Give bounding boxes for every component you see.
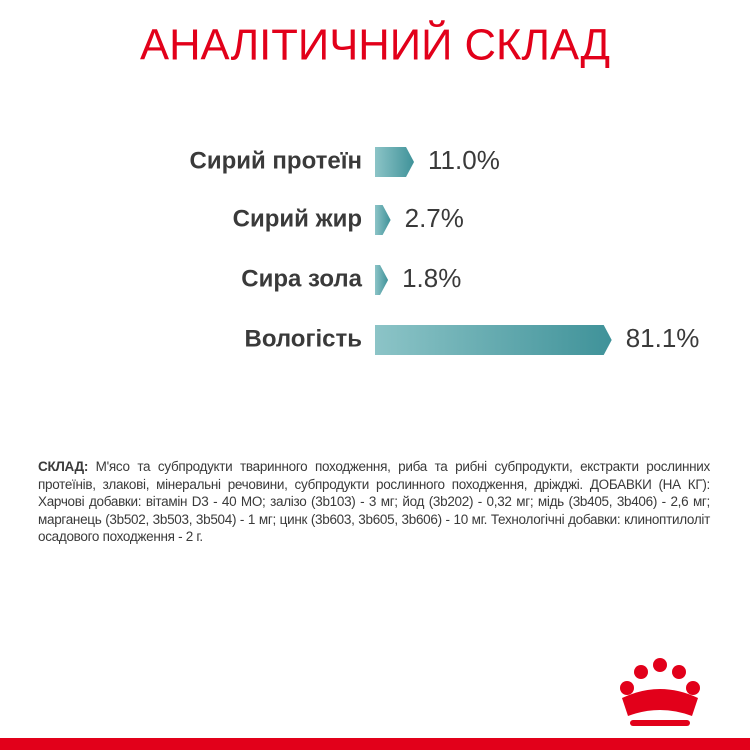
value-label: 81.1% [626, 323, 700, 353]
category-label: Сирий протеїн [190, 147, 363, 174]
footer-band [0, 738, 750, 750]
value-label: 2.7% [405, 203, 464, 233]
category-label: Вологість [244, 325, 362, 352]
value-label: 11.0% [428, 145, 500, 175]
bar [375, 265, 389, 295]
composition: СКЛАД: М'ясо та субпродукти тваринного п… [38, 458, 710, 546]
bar [375, 205, 391, 235]
value-label: 1.8% [402, 263, 461, 293]
category-label: Сирий жир [233, 205, 362, 232]
bar [375, 147, 415, 177]
logo [620, 658, 700, 726]
bar [375, 325, 612, 355]
composition-text: М'ясо та субпродукти тваринного походжен… [38, 459, 710, 544]
composition-label: СКЛАД: [38, 459, 89, 474]
category-label: Сира зола [241, 265, 362, 292]
chart-title: АНАЛІТИЧНИЙ СКЛАД [140, 19, 610, 70]
